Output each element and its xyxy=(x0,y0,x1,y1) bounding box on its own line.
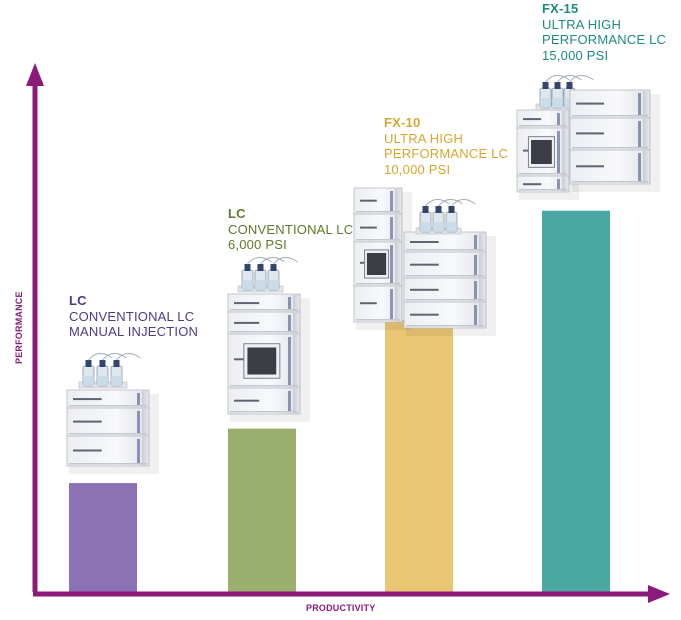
instruments-layer xyxy=(66,75,660,474)
instrument-image-3 xyxy=(353,187,412,330)
instrument-image-3 xyxy=(403,199,496,336)
bar-label-2: LC CONVENTIONAL LC 6,000 PSI xyxy=(228,206,353,253)
bar-label-line: 15,000 PSI xyxy=(542,47,609,63)
bar-2 xyxy=(228,428,296,592)
bar-label-title: LC xyxy=(228,206,246,221)
instrument-image-1 xyxy=(66,353,159,474)
instrument-image-4 xyxy=(569,89,660,192)
instrument-image-2 xyxy=(227,257,310,422)
y-axis-label: PERFORMANCE xyxy=(14,291,24,364)
bar-label-1: LC CONVENTIONAL LC MANUAL INJECTION xyxy=(69,293,198,340)
y-axis-arrowhead xyxy=(26,63,44,86)
bar-3 xyxy=(385,319,453,592)
bar-label-line: 6,000 PSI xyxy=(228,237,287,252)
bar-label-line: PERFORMANCE LC xyxy=(542,32,667,47)
bar-label-title: FX-15 xyxy=(542,1,579,16)
bar-label-title: LC xyxy=(69,293,87,308)
bar-label-3: FX-10 ULTRA HIGH PERFORMANCE LC 10,000 PSI xyxy=(384,115,508,177)
bar-label-line: ULTRA HIGH xyxy=(384,130,464,146)
bar-label-4: FX-15 ULTRA HIGH PERFORMANCE LC 15,000 PSI xyxy=(542,1,666,63)
bar-label-line: PERFORMANCE LC xyxy=(384,146,509,161)
bar-label-line: ULTRA HIGH xyxy=(542,16,622,32)
x-axis-label: PRODUCTIVITY xyxy=(306,603,376,613)
bar-label-line: 10,000 PSI xyxy=(384,161,451,177)
bar-label-line: MANUAL INJECTION xyxy=(69,324,199,339)
instrument-image-4 xyxy=(516,75,594,200)
bar-label-title: FX-10 xyxy=(384,115,421,130)
bar-1 xyxy=(69,483,137,592)
x-axis-arrowhead xyxy=(648,585,670,603)
bar-label-line: CONVENTIONAL LC xyxy=(69,308,195,324)
bars-layer xyxy=(69,210,610,593)
axes xyxy=(26,63,670,603)
bar-4 xyxy=(542,210,610,593)
bar-label-line: CONVENTIONAL LC xyxy=(228,221,354,237)
